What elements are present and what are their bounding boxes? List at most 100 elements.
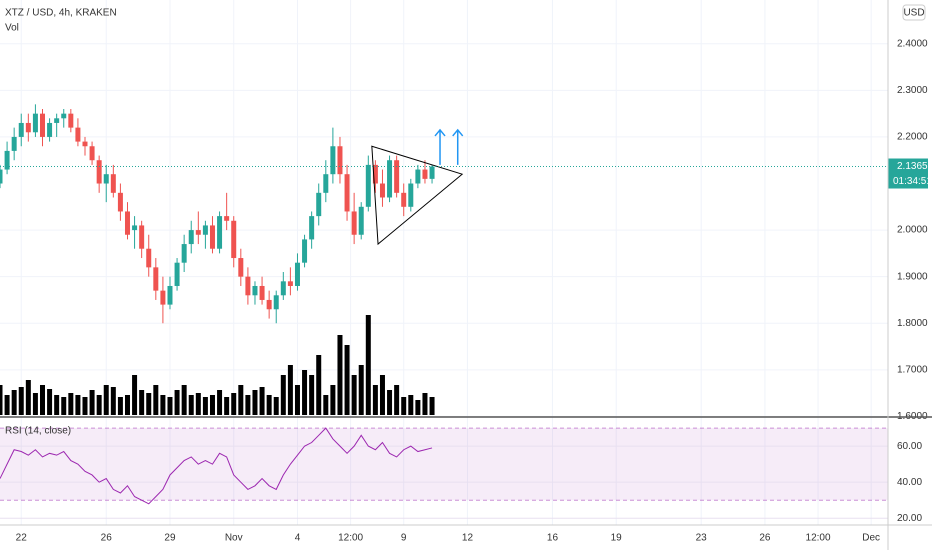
volume-bar <box>32 393 38 415</box>
volume-bar <box>401 397 407 415</box>
x-tick-label: 26 <box>759 533 771 544</box>
volume-bar <box>344 345 350 415</box>
candle-body <box>294 262 300 286</box>
candle-body <box>429 166 435 179</box>
volume-bar <box>408 395 414 415</box>
rsi-legend: RSI (14, close) <box>5 426 71 437</box>
volume-bar <box>238 385 244 415</box>
candle-body <box>117 192 123 212</box>
volume-bar <box>195 393 201 415</box>
y-tick-label: 1.8000 <box>897 318 928 329</box>
volume-bar <box>316 355 322 415</box>
candle-body <box>32 113 38 133</box>
x-tick-label: 4 <box>295 533 301 544</box>
rsi-tick-label: 20.00 <box>897 513 922 524</box>
candle-body <box>181 244 187 263</box>
arrow-drawing <box>452 128 464 165</box>
candle-body <box>344 174 350 212</box>
volume-bar <box>351 375 357 415</box>
volume-bar <box>153 385 159 415</box>
candle-body <box>25 122 31 133</box>
candle-body <box>379 183 385 198</box>
candle-body <box>167 285 173 305</box>
volume-bar <box>422 393 428 415</box>
x-tick-label: 29 <box>164 533 176 544</box>
volume-bar <box>309 375 315 415</box>
volume-bar <box>379 375 385 415</box>
volume-bar <box>358 365 364 415</box>
volume-bar <box>54 395 60 415</box>
candle-body <box>401 192 407 207</box>
triangle-drawing <box>371 145 464 246</box>
x-tick-label: 12 <box>462 533 474 544</box>
candle-body <box>68 113 74 128</box>
candle-body <box>323 174 329 193</box>
volume-bar <box>75 395 81 415</box>
candle-body <box>47 122 53 137</box>
candle-body <box>273 295 279 310</box>
volume-bar <box>372 385 378 415</box>
candle-body <box>124 211 130 235</box>
x-tick-label: 19 <box>611 533 623 544</box>
volume-legend: Vol <box>5 23 19 34</box>
candle-body <box>224 216 230 221</box>
candle-body <box>245 276 251 296</box>
candle-body <box>195 230 201 235</box>
candle-body <box>358 206 364 235</box>
x-tick-label: 9 <box>401 533 407 544</box>
y-tick-label: 2.3000 <box>897 85 928 96</box>
candle-body <box>103 174 109 184</box>
candle-body <box>422 169 428 179</box>
arrow-drawing <box>434 128 446 165</box>
volume-bar <box>160 395 166 415</box>
candle-body <box>0 169 3 184</box>
last-price-label: 2.1365 <box>897 161 928 172</box>
currency-button[interactable] <box>902 4 926 21</box>
candle-body <box>252 285 258 296</box>
candle-body <box>302 239 308 263</box>
volume-bar <box>217 390 223 415</box>
volume-bar <box>0 385 3 415</box>
candle-body <box>280 281 286 296</box>
candle-body <box>217 216 223 249</box>
candle-body <box>61 113 67 119</box>
candle-body <box>387 160 393 198</box>
volume-bar <box>245 395 251 415</box>
volume-bar <box>224 397 230 415</box>
volume-bar <box>429 397 435 415</box>
candle-body <box>18 122 24 137</box>
volume-bar <box>181 385 187 415</box>
candle-body <box>231 220 237 259</box>
x-tick-label: Nov <box>225 533 243 544</box>
volume-bar <box>124 395 130 415</box>
candle-body <box>110 174 116 193</box>
candle-body <box>82 141 88 147</box>
candle-body <box>238 258 244 277</box>
x-tick-label: 23 <box>696 533 708 544</box>
volume-bar <box>202 397 208 415</box>
x-tick-label: 16 <box>547 533 559 544</box>
candle-body <box>365 164 371 207</box>
candle-body <box>146 248 152 268</box>
volume-bar <box>337 335 343 415</box>
candle-body <box>259 285 265 300</box>
y-tick-label: 2.4000 <box>897 38 928 49</box>
volume-bar <box>415 400 421 415</box>
volume-bar <box>4 395 10 415</box>
volume-bar <box>47 389 53 415</box>
x-tick-label: 22 <box>16 533 28 544</box>
candle-body <box>188 230 194 245</box>
candle-body <box>202 225 208 235</box>
candle-body <box>316 192 322 217</box>
volume-bar <box>117 397 123 415</box>
volume-bar <box>61 397 67 415</box>
candle-body <box>39 113 45 137</box>
x-tick-label: Dec <box>862 533 880 544</box>
volume-bar <box>18 387 24 415</box>
volume-bar <box>323 395 329 415</box>
volume-bar <box>89 390 95 415</box>
currency-label[interactable]: USD <box>903 8 924 19</box>
candle-body <box>415 169 421 184</box>
